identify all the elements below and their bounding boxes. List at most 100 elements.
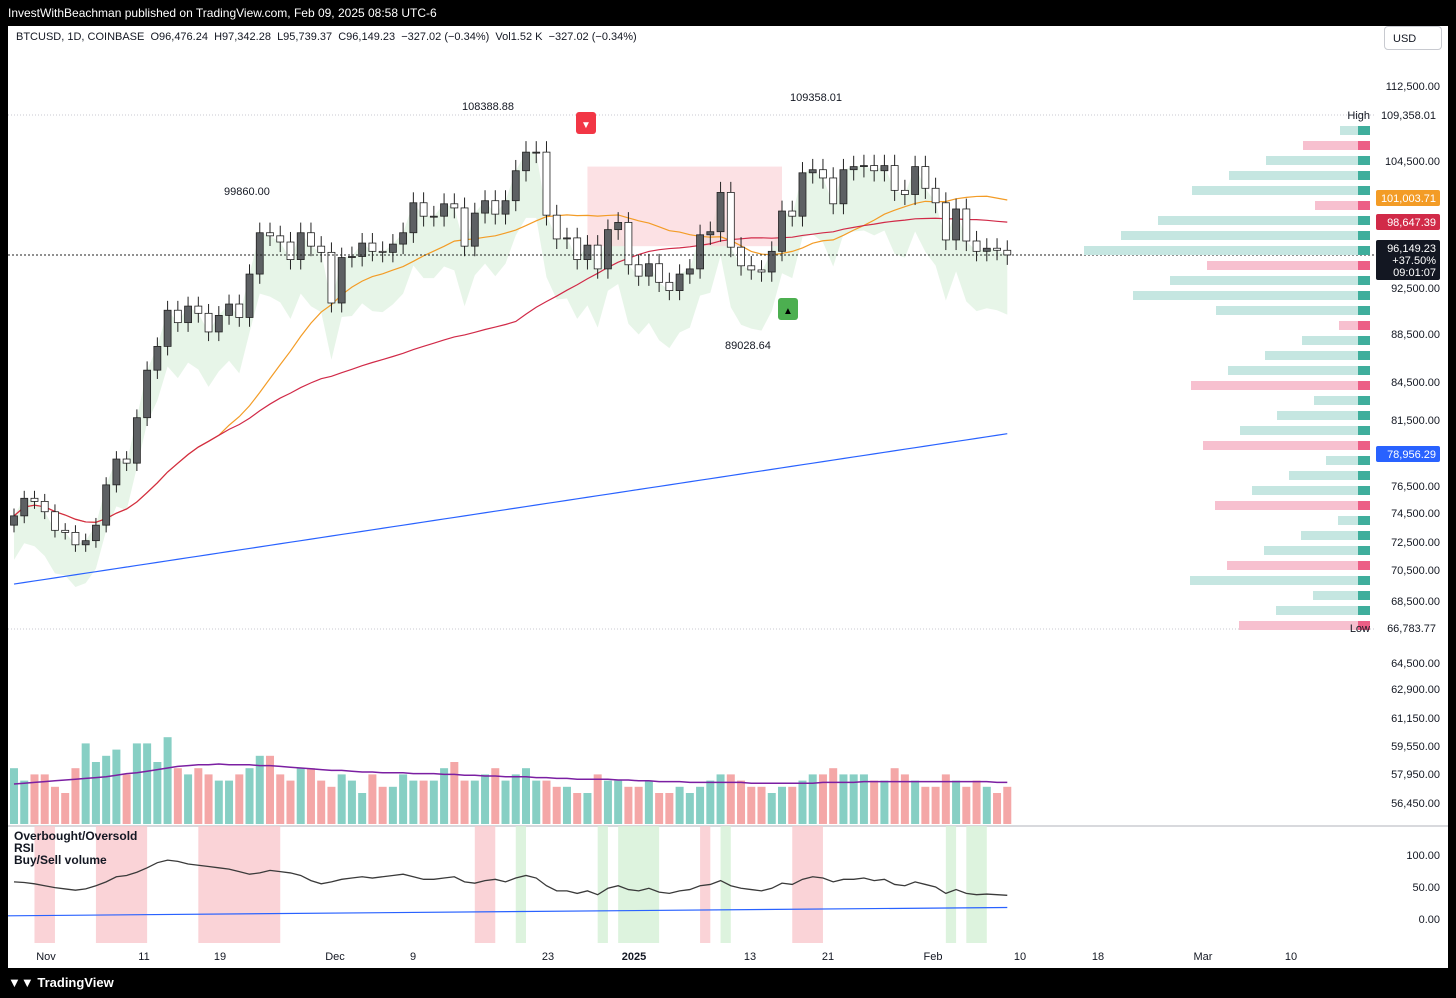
volume-bar xyxy=(204,774,213,824)
volume-bar xyxy=(347,780,356,824)
y-axis-tick: 70,500.00 xyxy=(1391,565,1440,577)
high-tag-label: High xyxy=(1347,110,1370,122)
candle-body xyxy=(563,237,571,240)
candle-body xyxy=(880,165,889,172)
y-axis-tick: 104,500.00 xyxy=(1385,156,1440,168)
y-axis-tick: 61,150.00 xyxy=(1391,713,1440,725)
volume-bar xyxy=(747,786,756,824)
volume-profile-bar xyxy=(1158,216,1370,225)
current-pct-tag: +37.50% xyxy=(1392,255,1436,267)
candle-body xyxy=(153,345,162,371)
candle-body xyxy=(429,215,438,218)
ma-red-tag-bg xyxy=(1376,214,1440,230)
candle-body xyxy=(122,458,131,464)
candle-body xyxy=(440,203,448,217)
volume-profile-core xyxy=(1358,321,1370,330)
volume-profile-core xyxy=(1358,201,1370,210)
volume-bar xyxy=(194,768,203,824)
chart-svg[interactable]: ▼ ▲ 112,500.00 104,500.00 92,500.00 88,500.00… xyxy=(8,26,1448,968)
volume-ma-line xyxy=(13,763,1008,785)
candle-body xyxy=(737,246,745,267)
volume-profile-bar xyxy=(1276,606,1370,615)
low-tag-label: Low xyxy=(1350,623,1370,635)
rsi-zone xyxy=(945,826,957,943)
candle-body xyxy=(399,232,408,245)
candle-body xyxy=(849,166,858,171)
tradingview-brand[interactable]: ▼▼ TradingView xyxy=(8,968,114,998)
candle-body xyxy=(911,166,920,195)
volume-bar xyxy=(20,780,29,824)
volume-profile-core xyxy=(1358,561,1370,570)
candle-body xyxy=(583,244,592,260)
x-axis-tick: 21 xyxy=(822,951,834,963)
volume-bar xyxy=(1003,786,1012,824)
candle-body xyxy=(102,484,111,526)
volume-bar xyxy=(378,786,387,824)
candle-body xyxy=(409,202,418,234)
candle-body xyxy=(808,169,817,174)
y-axis-tick: 88,500.00 xyxy=(1391,329,1440,341)
candle-body xyxy=(860,165,868,167)
candle-body xyxy=(61,529,70,533)
candle-body xyxy=(71,531,80,546)
volume-bar xyxy=(665,793,674,824)
volume-profile-core xyxy=(1358,306,1370,315)
buy-signal xyxy=(778,298,798,320)
volume-bar xyxy=(911,780,920,824)
volume-profile-core xyxy=(1358,411,1370,420)
candle-body xyxy=(839,169,848,205)
volume-profile-bar xyxy=(1133,291,1370,300)
x-axis-tick: 11 xyxy=(138,951,149,963)
volume-profile-core xyxy=(1358,381,1370,390)
rsi-zone xyxy=(198,826,281,943)
candle-body xyxy=(665,281,674,292)
volume-bar xyxy=(675,786,684,824)
rsi-axis-tick: 50.00 xyxy=(1412,882,1440,894)
candle-body xyxy=(532,151,541,154)
volume-profile-core xyxy=(1358,426,1370,435)
rsi-zone xyxy=(474,826,496,943)
publisher-line: InvestWithBeachman published on TradingV… xyxy=(8,6,437,20)
volume-profile-bar xyxy=(1289,471,1370,480)
volume-profile-bar xyxy=(1303,141,1370,150)
high-tag-bg xyxy=(1376,107,1440,123)
candle-body xyxy=(255,232,264,275)
volume-bar xyxy=(440,768,449,824)
tradingview-logo-icon: ▼▼ xyxy=(8,975,38,990)
currency-selector[interactable]: USD xyxy=(1384,26,1442,50)
volume-profile-core xyxy=(1358,366,1370,375)
volume-bar xyxy=(91,762,100,824)
chart-frame[interactable]: ▼ ▲ 112,500.00 104,500.00 92,500.00 88,500.00… xyxy=(8,26,1448,968)
volume-bar xyxy=(562,786,571,824)
volume-bar xyxy=(737,780,746,824)
volume-bar xyxy=(122,774,131,824)
volume-bar xyxy=(757,786,766,824)
candle-body xyxy=(788,210,797,217)
volume-profile-core xyxy=(1358,456,1370,465)
candle-body xyxy=(767,250,776,273)
volume-profile-core xyxy=(1358,546,1370,555)
volume-profile-bar xyxy=(1170,276,1370,285)
volume-profile-bar xyxy=(1315,201,1370,210)
x-axis-tick: 19 xyxy=(214,951,226,963)
volume-bar xyxy=(143,743,152,824)
y-axis-tick: 84,500.00 xyxy=(1391,377,1440,389)
volume-bar xyxy=(368,774,377,824)
x-axis-tick: 13 xyxy=(744,951,756,963)
rsi-zone xyxy=(34,826,55,943)
volume-profile-bar xyxy=(1314,396,1370,405)
candle-body xyxy=(204,312,213,333)
y-axis-tick: 112,500.00 xyxy=(1386,81,1440,93)
volume-profile-bar xyxy=(1313,591,1370,600)
y-axis-tick: 59,550.00 xyxy=(1391,741,1440,753)
volume-profile-bar xyxy=(1340,126,1370,135)
candle-body xyxy=(696,234,704,270)
volume-bar xyxy=(112,749,121,824)
candle-body xyxy=(214,314,223,333)
volume-bar xyxy=(388,786,397,824)
candle-body xyxy=(51,511,59,531)
candle-body xyxy=(819,169,827,179)
volume-bar xyxy=(481,774,490,824)
candle-body xyxy=(245,273,254,318)
volume-bar xyxy=(491,768,500,824)
